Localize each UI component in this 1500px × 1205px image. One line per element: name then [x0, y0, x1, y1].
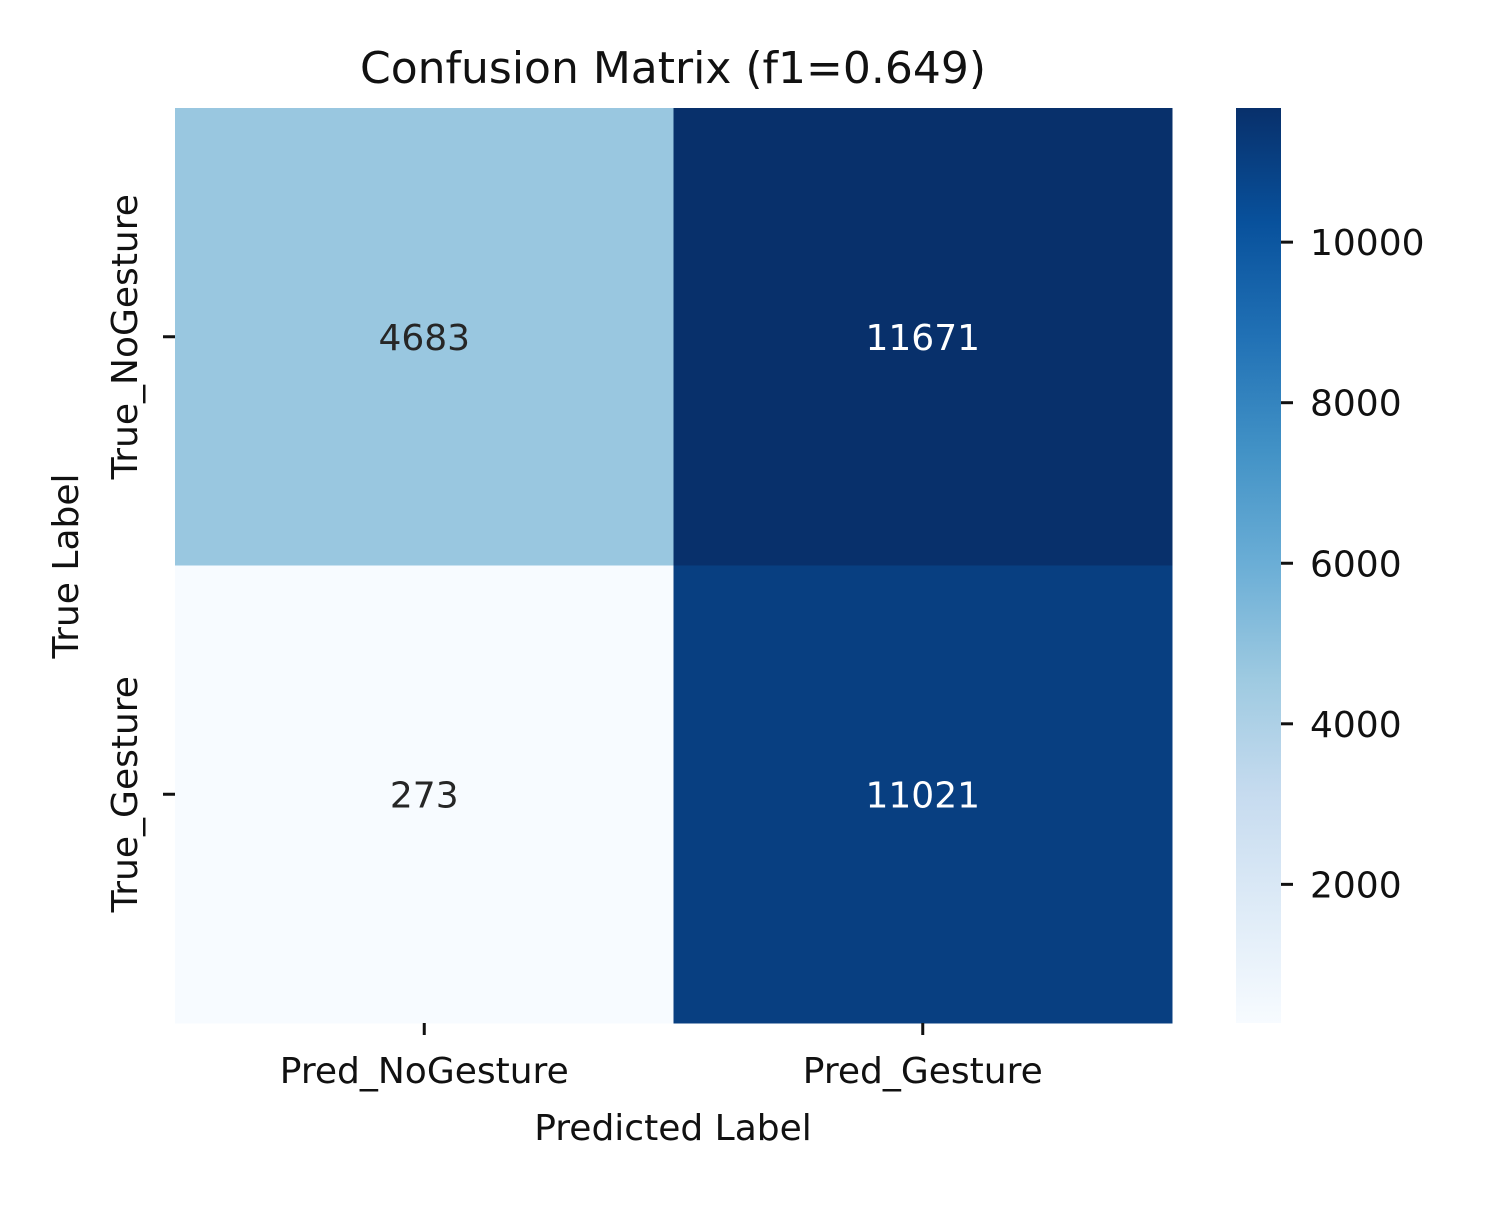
heatmap-cell — [175, 108, 674, 566]
x-tick-label: Pred_Gesture — [803, 1051, 1043, 1092]
colorbar-tick-label: 4000 — [1310, 705, 1402, 746]
x-tick-label: Pred_NoGesture — [280, 1051, 569, 1092]
heatmap-cell — [175, 565, 674, 1024]
y-tick-label: True_NoGesture — [105, 194, 146, 480]
heatmap-cell — [673, 108, 1173, 566]
chart-title: Confusion Matrix (f1=0.649) — [360, 43, 986, 94]
colorbar-tick-label: 10000 — [1310, 223, 1425, 264]
cell-value-label: 4683 — [378, 318, 470, 359]
cell-value-label: 11021 — [865, 775, 980, 816]
heatmap-cells — [175, 108, 1173, 1024]
heatmap-cell — [673, 565, 1173, 1024]
colorbar-ticks: 2000 4000 6000 8000 10000 — [1281, 223, 1425, 906]
x-axis-label: Predicted Label — [534, 1108, 812, 1149]
colorbar-tick-label: 6000 — [1310, 544, 1402, 585]
x-axis-ticks: Pred_NoGesture Pred_Gesture — [280, 1023, 1043, 1092]
colorbar-tick-label: 2000 — [1310, 865, 1402, 906]
colorbar — [1236, 108, 1281, 1023]
y-tick-label: True_Gesture — [105, 676, 146, 913]
cell-value-label: 11671 — [865, 318, 980, 359]
y-axis-ticks: True_NoGesture True_Gesture — [105, 194, 175, 913]
y-axis-label: True Label — [46, 473, 87, 659]
cell-value-label: 273 — [390, 775, 459, 816]
colorbar-tick-label: 8000 — [1310, 384, 1402, 425]
heatmap-cell-labels: 4683 11671 273 11021 — [378, 318, 980, 817]
